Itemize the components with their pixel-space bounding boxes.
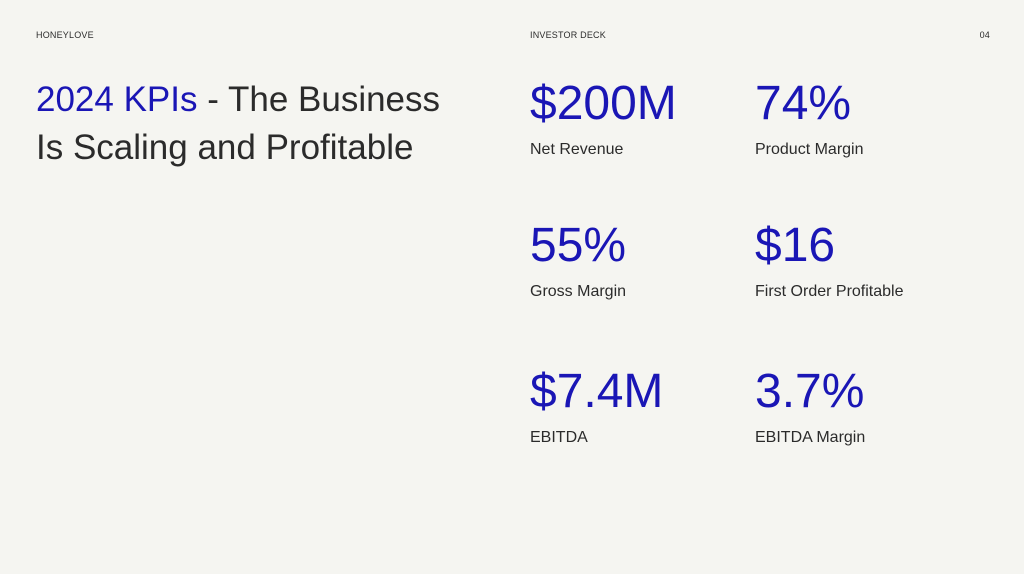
kpi-ebitda-margin: 3.7% EBITDA Margin xyxy=(755,366,975,448)
kpi-gross-margin: 55% Gross Margin xyxy=(530,220,750,302)
kpi-label: Net Revenue xyxy=(530,141,624,158)
kpi-value: $200M xyxy=(530,77,677,130)
kpi-label: EBITDA xyxy=(530,429,588,446)
title-rest: - The Business Is Scaling and Profitable xyxy=(36,80,441,167)
kpi-label: Gross Margin xyxy=(530,283,627,300)
brand-name: HONEYLOVE xyxy=(36,30,94,40)
kpi-ebitda: $7.4M EBITDA xyxy=(530,366,750,448)
kpi-value: 55% xyxy=(530,219,627,272)
kpi-net-revenue: $200M Net Revenue xyxy=(530,78,750,160)
kpi-value: 74% xyxy=(755,77,852,130)
kpi-value: 3.7% xyxy=(755,365,865,418)
kpi-label: First Order Profitable xyxy=(755,283,904,300)
page-number: 04 xyxy=(979,30,990,40)
kpi-value: $7.4M xyxy=(530,365,664,418)
kpi-label: Product Margin xyxy=(755,141,864,158)
deck-label: INVESTOR DECK xyxy=(530,30,606,40)
title-accent: 2024 KPIs xyxy=(36,80,198,119)
kpi-first-order-profitable: $16 First Order Profitable xyxy=(755,220,975,302)
page-title: 2024 KPIs - The Business Is Scaling and … xyxy=(36,76,456,172)
kpi-label: EBITDA Margin xyxy=(755,429,866,446)
kpi-product-margin: 74% Product Margin xyxy=(755,78,975,160)
kpi-value: $16 xyxy=(755,219,836,272)
